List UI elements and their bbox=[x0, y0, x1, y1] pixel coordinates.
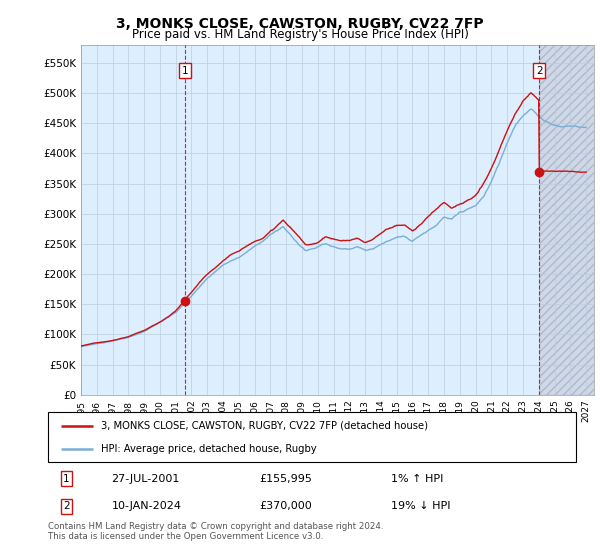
Text: £155,995: £155,995 bbox=[259, 474, 312, 484]
Text: 2: 2 bbox=[536, 66, 542, 76]
Text: 19% ↓ HPI: 19% ↓ HPI bbox=[391, 501, 451, 511]
FancyBboxPatch shape bbox=[48, 412, 576, 462]
Text: Price paid vs. HM Land Registry's House Price Index (HPI): Price paid vs. HM Land Registry's House … bbox=[131, 28, 469, 41]
Text: 2: 2 bbox=[63, 501, 70, 511]
Text: 10-JAN-2024: 10-JAN-2024 bbox=[112, 501, 181, 511]
Text: 1: 1 bbox=[181, 66, 188, 76]
Bar bbox=[539, 45, 600, 395]
Text: 27-JUL-2001: 27-JUL-2001 bbox=[112, 474, 180, 484]
Bar bbox=[539, 45, 600, 395]
Text: HPI: Average price, detached house, Rugby: HPI: Average price, detached house, Rugb… bbox=[101, 445, 316, 454]
Text: 1: 1 bbox=[63, 474, 70, 484]
Text: 3, MONKS CLOSE, CAWSTON, RUGBY, CV22 7FP (detached house): 3, MONKS CLOSE, CAWSTON, RUGBY, CV22 7FP… bbox=[101, 421, 428, 431]
Text: £370,000: £370,000 bbox=[259, 501, 312, 511]
Text: 3, MONKS CLOSE, CAWSTON, RUGBY, CV22 7FP: 3, MONKS CLOSE, CAWSTON, RUGBY, CV22 7FP bbox=[116, 17, 484, 31]
Text: 1% ↑ HPI: 1% ↑ HPI bbox=[391, 474, 443, 484]
Text: Contains HM Land Registry data © Crown copyright and database right 2024.
This d: Contains HM Land Registry data © Crown c… bbox=[48, 522, 383, 542]
